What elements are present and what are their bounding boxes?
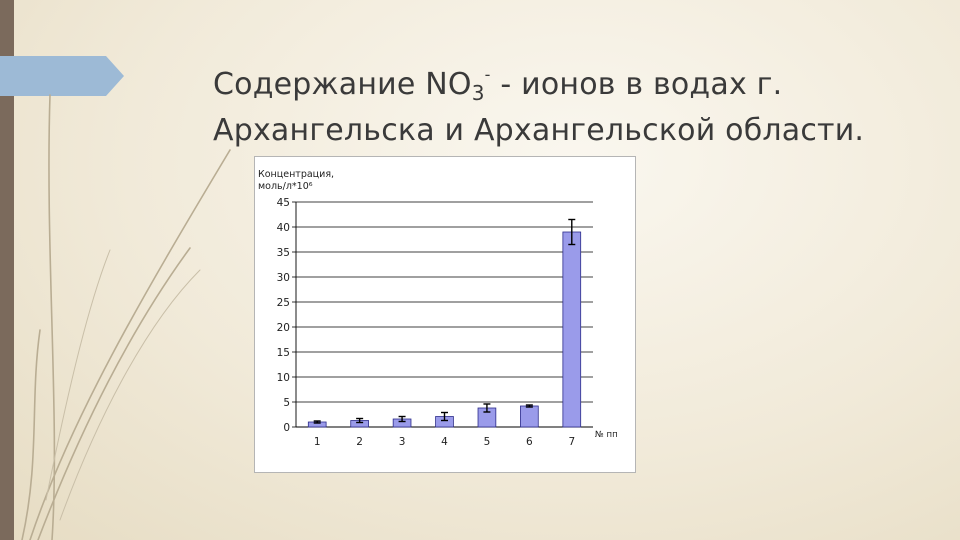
x-tick-label: 3 — [399, 436, 406, 448]
x-tick-label: 2 — [356, 436, 363, 448]
y-axis-label: Концентрация, моль/л*10⁶ — [258, 169, 334, 193]
x-axis-label: № пп — [595, 430, 618, 440]
y-tick-label: 25 — [277, 297, 290, 309]
x-tick-label: 6 — [526, 436, 533, 448]
y-tick-label: 15 — [277, 347, 290, 359]
y-axis-label-line-1: Концентрация, — [258, 169, 335, 180]
x-tick-label: 1 — [314, 436, 321, 448]
bar — [520, 405, 539, 428]
x-tick-label: 5 — [484, 436, 491, 448]
y-tick-label: 45 — [277, 197, 290, 209]
y-tick-label: 30 — [277, 272, 290, 284]
x-tick-label: 4 — [441, 436, 448, 448]
title-line-2: Архангельска и Архангельской области. — [213, 113, 865, 148]
slide-title: Содержание NO3- - ионов в водах г. Архан… — [213, 56, 933, 150]
y-tick-label: 0 — [283, 422, 290, 434]
title-text-part: Содержание NO — [213, 67, 472, 102]
title-subscript: 3 — [471, 81, 485, 105]
y-tick-label: 40 — [277, 222, 290, 234]
y-tick-label: 35 — [277, 247, 290, 259]
y-axis-label-line-2: моль/л*10⁶ — [258, 181, 313, 192]
y-tick-label: 5 — [283, 397, 290, 409]
chart-container: Концентрация, моль/л*10⁶ 0 5 10 15 20 25 30 35 4… — [254, 156, 636, 473]
title-text-part: - ионов в водах г. — [490, 67, 783, 102]
left-accent-bar — [0, 0, 14, 540]
y-tick-label: 10 — [277, 372, 290, 384]
bar — [562, 231, 582, 428]
y-tick-label: 20 — [277, 322, 290, 334]
title-superscript: - — [484, 65, 491, 84]
title-line-1: Содержание NO3- - ионов в водах г. — [213, 56, 933, 112]
title-accent-arrow — [0, 56, 124, 96]
x-tick-label: 7 — [568, 436, 575, 448]
